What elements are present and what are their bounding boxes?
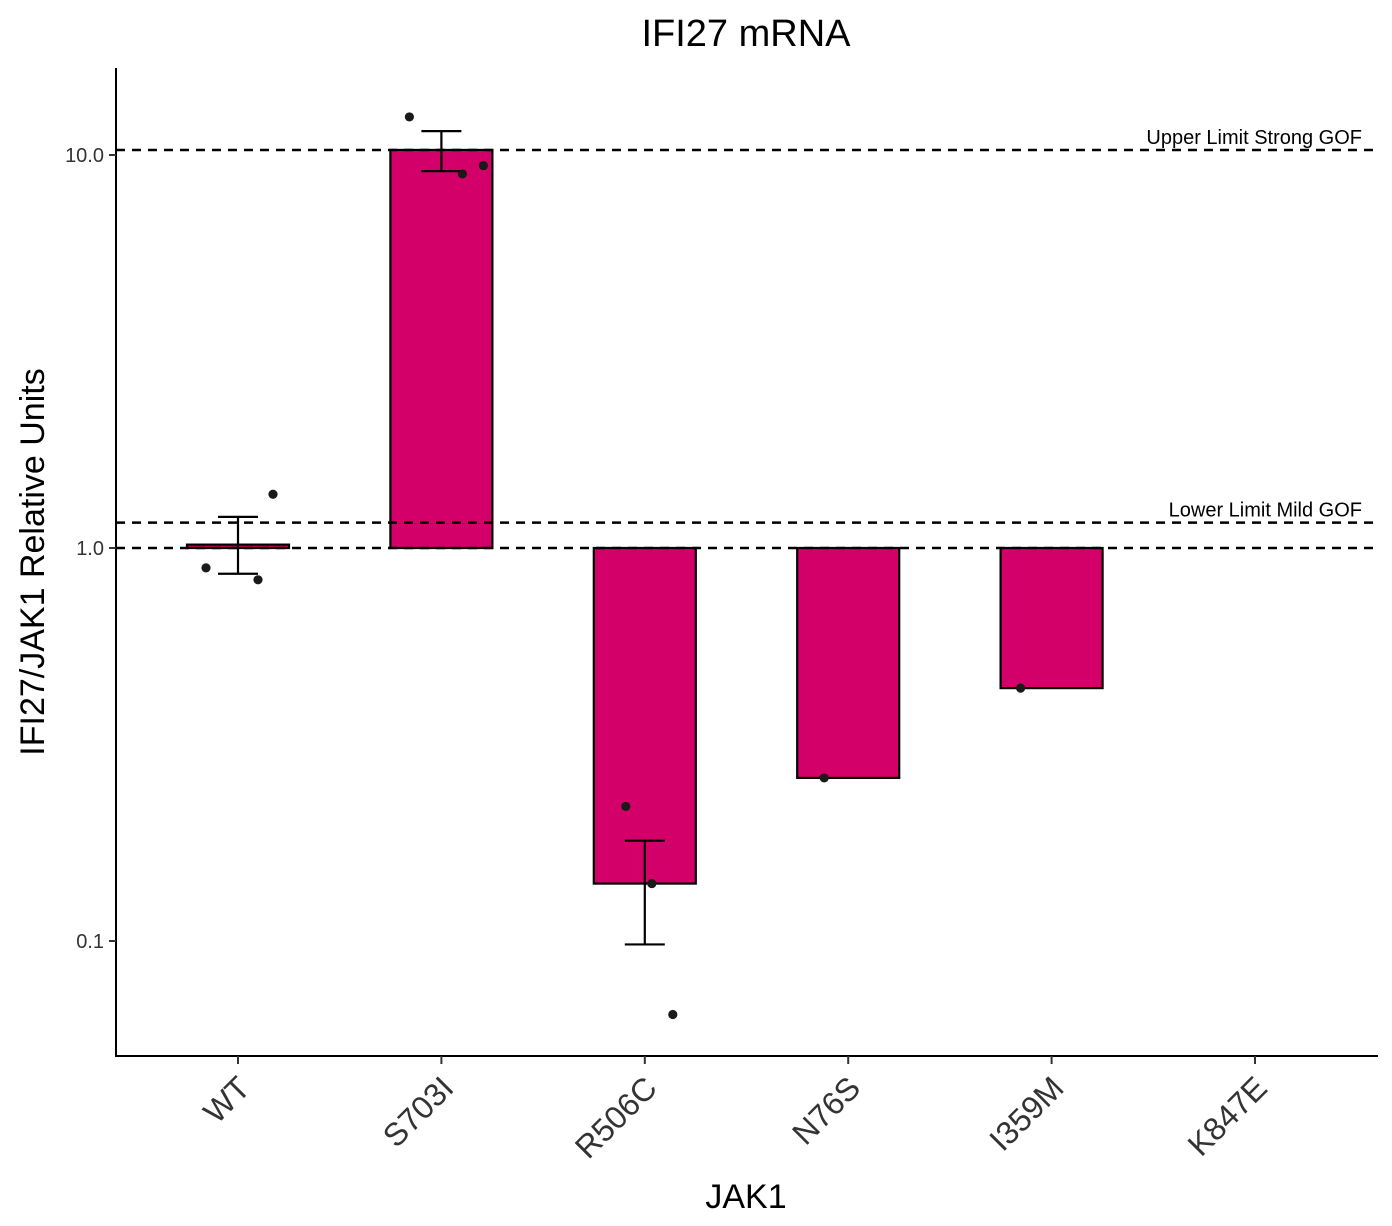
y-tick-label: 0.1	[76, 931, 104, 953]
plot-area: Upper Limit Strong GOF Lower Limit Mild G…	[116, 112, 1378, 1020]
data-point-i359m	[1016, 683, 1026, 693]
y-axis-title: IFI27/JAK1 Relative Units	[14, 368, 52, 755]
bar-i359m	[999, 546, 1104, 690]
bar-n76s	[796, 546, 901, 780]
x-tick-label: I359M	[982, 1069, 1070, 1157]
x-axis-title: JAK1	[705, 1178, 786, 1216]
bar-s703i	[389, 148, 494, 550]
x-tick-label: N76S	[785, 1069, 867, 1151]
x-tick-label: K847E	[1181, 1069, 1274, 1162]
data-point-wt	[253, 575, 263, 585]
bar-r506c	[592, 546, 697, 885]
y-tick-label: 10.0	[65, 145, 104, 167]
data-point-wt	[201, 563, 211, 573]
data-point-s703i	[404, 112, 414, 122]
data-point-n76s	[819, 773, 829, 783]
data-point-r506c	[621, 801, 631, 812]
reference-line-label: Lower Limit Mild GOF	[1169, 500, 1362, 522]
chart-title: IFI27 mRNA	[641, 13, 851, 55]
x-tick-label: R506C	[568, 1069, 664, 1165]
data-point-s703i	[478, 160, 488, 171]
x-tick-label: WT	[196, 1069, 257, 1130]
data-point-r506c	[668, 1009, 678, 1020]
data-point-wt	[268, 489, 278, 499]
data-point-r506c	[647, 878, 657, 889]
data-point-s703i	[457, 169, 467, 179]
x-tick-label: S703I	[376, 1069, 461, 1154]
y-tick-label: 1.0	[76, 538, 104, 560]
reference-line-label: Upper Limit Strong GOF	[1146, 127, 1362, 149]
